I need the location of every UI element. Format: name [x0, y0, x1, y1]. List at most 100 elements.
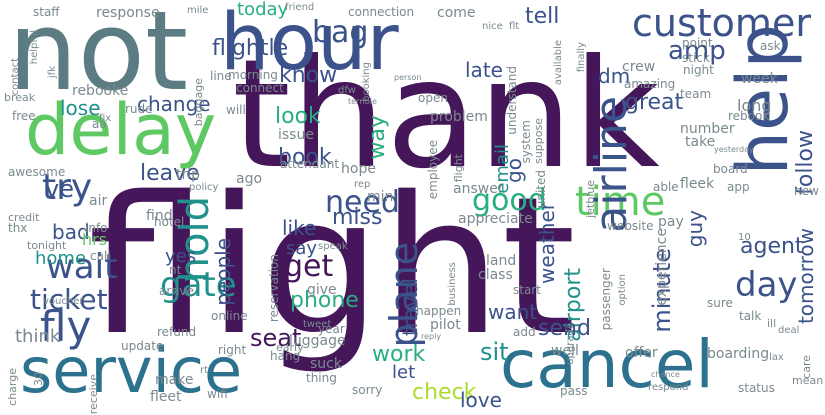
cloud-word: mean	[792, 374, 824, 387]
cloud-word: luggage	[289, 333, 346, 349]
cloud-word: way	[365, 115, 390, 160]
cloud-word: amp	[668, 36, 726, 66]
cloud-word: rep	[354, 179, 371, 190]
cloud-word: thx	[8, 221, 28, 235]
cloud-word: ago	[236, 171, 263, 187]
cloud-word: morning	[228, 68, 278, 82]
cloud-word: voucher	[43, 296, 84, 307]
cloud-word: week	[741, 71, 778, 87]
cloud-word: people	[211, 238, 235, 306]
cloud-word: wait	[46, 247, 118, 287]
cloud-word: ill	[767, 317, 777, 330]
cloud-word: service	[20, 334, 243, 407]
cloud-word: tell	[525, 4, 560, 29]
cloud-word: pass	[560, 384, 588, 398]
cloud-word: care	[800, 355, 813, 379]
cloud-word: stick	[682, 51, 710, 65]
cloud-word: 10	[738, 232, 751, 243]
cloud-word: connect	[236, 81, 284, 95]
cloud-word: lax	[769, 352, 784, 363]
cloud-word: hotel	[154, 215, 185, 229]
cloud-word: pay	[658, 214, 684, 230]
cloud-word: terrible	[348, 97, 377, 106]
cloud-word: class	[478, 267, 513, 283]
cloud-word: like	[282, 216, 317, 240]
cloud-word: find	[146, 208, 173, 224]
cloud-word: chance	[651, 370, 680, 379]
cloud-word: hrs	[82, 230, 108, 249]
cloud-word: finally	[576, 42, 587, 73]
cloud-word: customer	[632, 1, 811, 45]
cloud-word: send	[538, 316, 591, 341]
cloud-word: rebook	[728, 109, 770, 123]
cloud-word: connection	[348, 5, 415, 19]
cloud-word: delay	[25, 89, 217, 171]
cloud-word: number	[680, 121, 735, 137]
cloud-word: ticket	[30, 283, 108, 316]
cloud-word: speak	[318, 241, 348, 252]
cloud-word: fix	[99, 113, 112, 124]
cloud-word: phone	[290, 288, 359, 313]
cloud-word: staff	[33, 5, 60, 19]
cloud-word: start	[513, 283, 541, 297]
cloud-word: understand	[505, 66, 519, 135]
cloud-word: person	[394, 73, 422, 82]
cloud-word: rt	[200, 365, 209, 376]
cloud-word: take	[685, 134, 716, 150]
cloud-word: answer	[453, 181, 504, 197]
cloud-word: late	[465, 58, 503, 82]
cloud-word: deal	[778, 325, 800, 336]
cloud-word: bag	[312, 15, 369, 50]
cloud-word: wifi	[207, 387, 228, 401]
cloud-word: make	[155, 372, 194, 388]
cloud-word: dm	[598, 64, 631, 88]
cloud-word: offer	[625, 345, 658, 361]
cloud-word: long	[737, 96, 772, 115]
cloud-word: info	[85, 221, 108, 235]
cloud-word: rude	[125, 102, 153, 116]
cloud-word: change	[137, 92, 211, 116]
cloud-word: line	[210, 69, 232, 83]
cloud-word: crew	[622, 59, 656, 75]
cloud-word: suck	[310, 356, 342, 372]
cloud-word: year	[318, 322, 345, 336]
cloud-word: time	[575, 179, 666, 225]
cloud-word: yes	[165, 246, 197, 267]
cloud-word: pilot	[430, 317, 461, 333]
cloud-word: love	[460, 388, 502, 412]
cloud-word: flt	[509, 21, 520, 32]
cloud-word: fleet	[150, 389, 182, 405]
cloud-word: air	[89, 193, 108, 209]
cloud-word: arrive	[159, 284, 194, 298]
cloud-word: well	[551, 343, 579, 359]
cloud-word: nt	[169, 263, 182, 277]
cloud-word: break	[4, 91, 36, 104]
cloud-word: min	[367, 189, 394, 205]
cloud-word: tweet	[303, 319, 332, 330]
cloud-word: bad	[52, 220, 90, 244]
cloud-word: will	[226, 103, 246, 117]
cloud-word: open	[418, 91, 448, 105]
cloud-word: book	[278, 145, 332, 170]
cloud-word: need	[325, 185, 400, 220]
cloud-word: 30	[32, 372, 45, 386]
cloud-word: free	[12, 109, 36, 123]
cloud-word: fly	[40, 302, 92, 351]
cloud-word: trip	[176, 167, 201, 183]
cloud-word: aa	[92, 117, 107, 131]
cloud-word: appreciate	[458, 211, 533, 227]
cloud-word: jetblue	[584, 180, 597, 218]
cloud-word: hope	[341, 161, 376, 177]
cloud-word: home	[35, 248, 87, 269]
cloud-word: come	[437, 5, 476, 21]
cloud-word: new	[794, 184, 819, 198]
cloud-word: flight	[88, 156, 576, 377]
cloud-word: suppose	[532, 118, 545, 164]
cloud-word: work	[372, 342, 426, 367]
cloud-word: say	[286, 238, 318, 259]
cloud-word: receive	[87, 373, 100, 414]
cloud-word: able	[653, 180, 679, 194]
cloud-word: gate	[160, 265, 237, 305]
cloud-word: sit	[480, 338, 509, 366]
cloud-word: fleek	[680, 176, 715, 192]
